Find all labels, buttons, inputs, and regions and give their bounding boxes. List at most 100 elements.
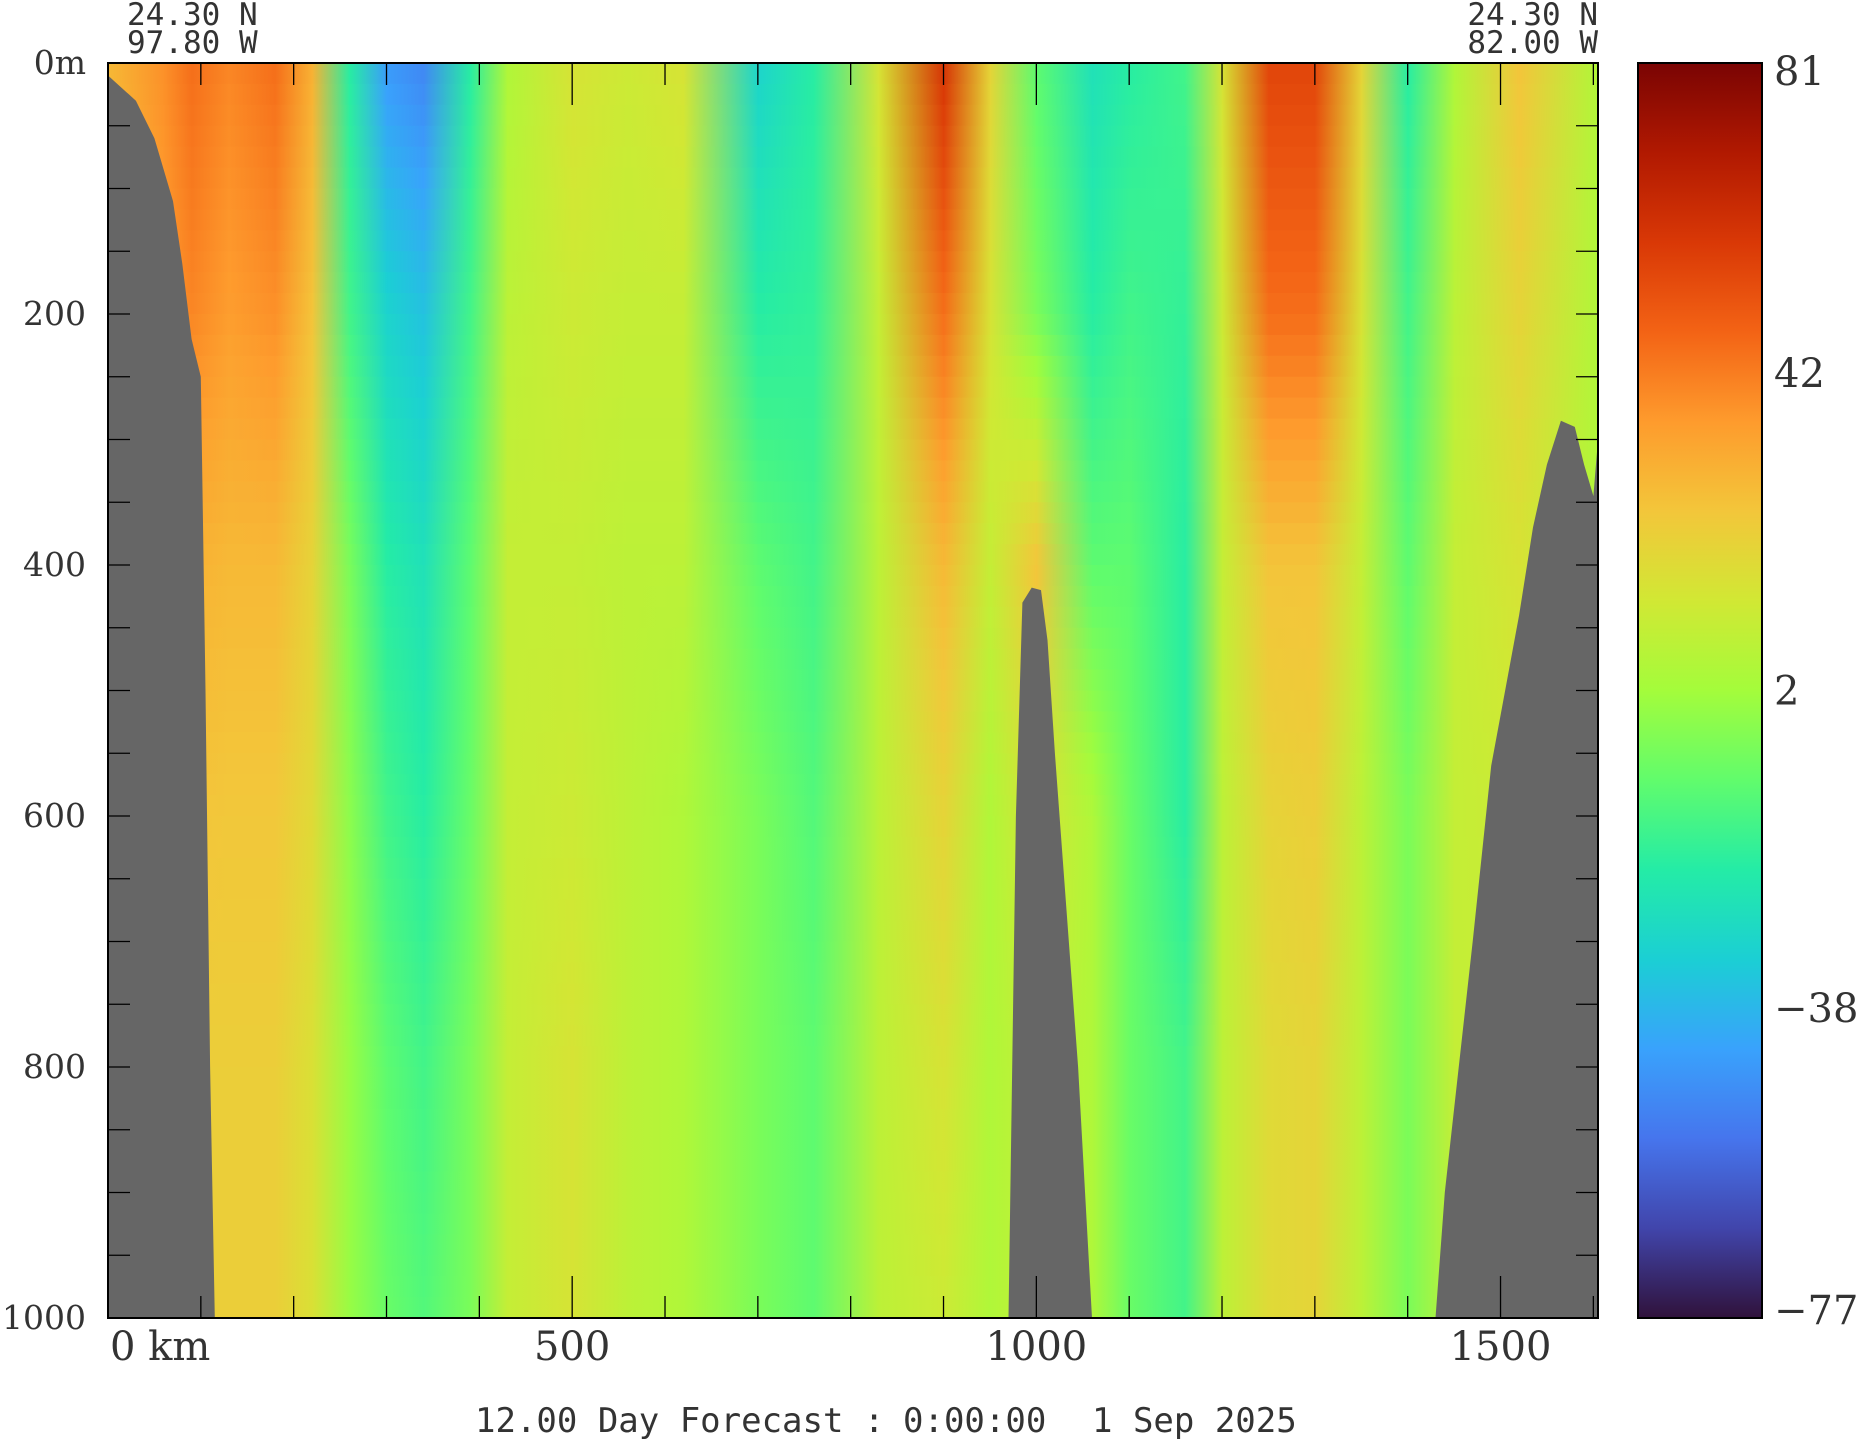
heatmap-cell — [1184, 1192, 1223, 1215]
heatmap-cell — [470, 125, 508, 148]
heatmap-cell — [312, 920, 350, 943]
heatmap-cell — [1222, 711, 1270, 733]
heatmap-cell — [878, 1276, 945, 1298]
heatmap-cell — [1184, 251, 1223, 273]
heatmap-cell — [1092, 1297, 1130, 1318]
heatmap-cell — [627, 983, 685, 1005]
heatmap-cell — [1314, 167, 1362, 190]
heatmap-cell — [1314, 669, 1362, 692]
heatmap-cell — [275, 1046, 313, 1068]
heatmap-cell — [1184, 690, 1223, 713]
heatmap-cell — [683, 962, 759, 984]
heatmap-cell — [878, 1297, 945, 1318]
heatmap-cell — [349, 1004, 388, 1026]
heatmap-cell — [627, 544, 685, 566]
heatmap-cell — [757, 711, 815, 733]
heatmap-cell — [1184, 962, 1223, 984]
heatmap-cell — [1519, 272, 1598, 294]
heatmap-cell — [627, 146, 685, 169]
heatmap-cell — [507, 1171, 573, 1194]
heatmap-cell — [1129, 418, 1186, 441]
heatmap-cell — [989, 523, 1037, 545]
heatmap-cell — [275, 753, 313, 775]
heatmap-cell — [1092, 146, 1130, 169]
heatmap-cell — [1184, 1171, 1223, 1194]
heatmap-cell — [228, 230, 276, 252]
heatmap-cell — [1361, 397, 1409, 420]
heatmap-cell — [312, 1087, 350, 1110]
heatmap-cell — [1268, 795, 1316, 817]
heatmap-cell — [683, 669, 759, 692]
heatmap-cell — [1407, 1129, 1455, 1152]
heatmap-cell — [989, 502, 1037, 524]
heatmap-cell — [683, 523, 759, 545]
heatmap-cell — [1361, 293, 1409, 315]
heatmap-cell — [470, 753, 508, 775]
heatmap-cell — [813, 983, 880, 1005]
heatmap-cell — [813, 899, 880, 922]
heatmap-cell — [1407, 481, 1455, 503]
heatmap-cell — [627, 83, 685, 106]
heatmap-cell — [989, 314, 1037, 336]
heatmap-cell — [1184, 1255, 1223, 1277]
heatmap-cell — [312, 1276, 350, 1298]
heatmap-cell — [312, 293, 350, 315]
heatmap-cell — [1092, 795, 1130, 817]
heatmap-cell — [878, 544, 945, 566]
heatmap-cell — [943, 774, 991, 796]
heatmap-cell — [572, 293, 629, 315]
heatmap-cell — [989, 251, 1037, 273]
heatmap-cell — [423, 941, 471, 964]
heatmap-cell — [275, 1171, 313, 1194]
heatmap-cell — [1184, 753, 1223, 775]
heatmap-cell — [878, 711, 945, 733]
heatmap-cell — [1314, 251, 1362, 273]
heatmap-cell — [1314, 314, 1362, 336]
heatmap-cell — [1361, 690, 1409, 713]
heatmap-cell — [228, 460, 276, 482]
heatmap-cell — [989, 209, 1037, 231]
heatmap-cell — [1314, 544, 1362, 566]
heatmap-cell — [1314, 188, 1362, 211]
heatmap-cell — [572, 962, 629, 984]
heatmap-cell — [878, 251, 945, 273]
heatmap-cell — [1361, 962, 1409, 984]
heatmap-cell — [349, 627, 388, 650]
heatmap-cell — [627, 523, 685, 545]
heatmap-cell — [943, 920, 991, 943]
heatmap-cell — [572, 397, 629, 420]
heatmap-cell — [386, 795, 425, 817]
heatmap-cell — [1268, 899, 1316, 922]
heatmap-cell — [989, 565, 1037, 587]
heatmap-cell — [349, 1213, 388, 1235]
heatmap-cell — [878, 272, 945, 294]
heatmap-cell — [1092, 711, 1130, 733]
heatmap-cell — [228, 188, 276, 211]
heatmap-cell — [386, 439, 425, 462]
heatmap-cell — [1407, 397, 1455, 420]
heatmap-cell — [1407, 188, 1455, 211]
heatmap-cell — [507, 627, 573, 650]
heatmap-cell — [1036, 293, 1093, 315]
heatmap-cell — [1092, 502, 1130, 524]
heatmap-cell — [1036, 63, 1093, 85]
heatmap-cell — [1129, 146, 1186, 169]
heatmap-cell — [1519, 334, 1598, 357]
heatmap-cell — [1092, 1067, 1130, 1089]
y-axis-ticks — [108, 125, 1598, 1256]
heatmap-cell — [1092, 1171, 1130, 1194]
heatmap-cell — [1222, 418, 1270, 441]
heatmap-cell — [572, 941, 629, 964]
heatmap-cell — [1092, 627, 1130, 650]
heatmap-cell — [349, 1255, 388, 1277]
heatmap-cell — [989, 481, 1037, 503]
heatmap-cell — [1184, 63, 1223, 85]
heatmap-cell — [683, 585, 759, 608]
heatmap-cell — [1184, 941, 1223, 964]
heatmap-cell — [943, 1129, 991, 1152]
heatmap-cell — [349, 585, 388, 608]
heatmap-cell — [1454, 397, 1520, 420]
heatmap-cell — [470, 1297, 508, 1318]
heatmap-cell — [943, 753, 991, 775]
heatmap-cell — [1454, 648, 1520, 671]
